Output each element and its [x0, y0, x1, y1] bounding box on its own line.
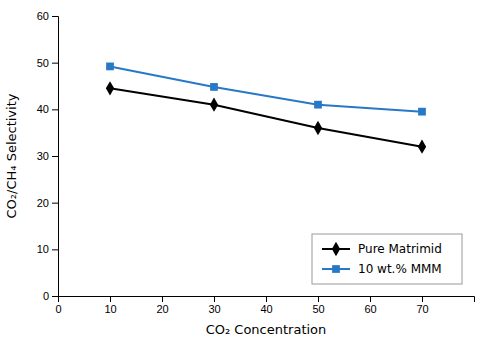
x-tick: 30 — [208, 296, 220, 315]
tick-label: 10 — [37, 243, 49, 255]
data-point — [210, 97, 218, 111]
x-tick: 40 — [260, 296, 272, 315]
x-axis: 0 10 20 30 40 50 60 70 — [55, 296, 474, 315]
data-point — [106, 63, 114, 71]
legend-item: 10 wt.% MMM — [322, 262, 442, 276]
legend-label: 10 wt.% MMM — [358, 262, 442, 276]
tick-label: 20 — [37, 197, 49, 209]
legend-marker — [332, 265, 340, 273]
legend-item: Pure Matrimid — [322, 242, 442, 256]
data-point — [418, 108, 426, 116]
tick-mark — [318, 296, 319, 302]
tick-mark — [214, 296, 215, 302]
legend-label: Pure Matrimid — [358, 242, 442, 256]
y-tick: 50 — [37, 57, 58, 69]
legend: Pure Matrimid 10 wt.% MMM — [312, 234, 462, 284]
tick-mark — [52, 109, 58, 110]
tick-label: 50 — [312, 303, 324, 315]
x-tick: 70 — [416, 296, 428, 315]
tick-label: 20 — [156, 303, 168, 315]
tick-mark — [266, 296, 267, 302]
tick-mark — [52, 296, 58, 297]
tick-label: 40 — [260, 303, 272, 315]
tick-label: 70 — [416, 303, 428, 315]
x-tick: 0 — [55, 296, 61, 315]
y-tick: 20 — [37, 197, 58, 209]
data-point — [418, 139, 426, 153]
tick-mark — [370, 296, 371, 302]
tick-mark — [52, 63, 58, 64]
tick-mark — [162, 296, 163, 302]
tick-mark — [422, 296, 423, 302]
data-point — [106, 81, 114, 95]
tick-label: 40 — [37, 103, 49, 115]
tick-label: 0 — [55, 303, 61, 315]
series-line — [110, 88, 422, 146]
legend-marker — [332, 242, 340, 256]
y-tick: 30 — [37, 150, 58, 162]
tick-label: 60 — [364, 303, 376, 315]
tick-mark — [52, 249, 58, 250]
tick-mark — [52, 156, 58, 157]
tick-mark — [52, 203, 58, 204]
x-tick: 10 — [104, 296, 116, 315]
y-tick: 40 — [37, 103, 58, 115]
tick-label: 60 — [37, 10, 49, 22]
data-point — [314, 101, 322, 109]
plot-area: 0 10 20 30 40 50 60 70 0 10 20 30 40 50 60 Pure Matrimi… — [37, 10, 475, 315]
data-point — [314, 121, 322, 135]
tick-mark — [52, 16, 58, 17]
data-point — [210, 83, 218, 91]
tick-label: 50 — [37, 57, 49, 69]
x-axis-label: CO₂ Concentration — [206, 322, 327, 337]
x-tick: 50 — [312, 296, 324, 315]
series-line — [110, 66, 422, 111]
tick-label: 30 — [37, 150, 49, 162]
y-axis: 0 10 20 30 40 50 60 — [37, 10, 59, 302]
y-tick: 60 — [37, 10, 58, 22]
axis-line — [52, 17, 59, 297]
chart: 0 10 20 30 40 50 60 70 0 10 20 30 40 50 60 Pure Matrimi… — [0, 0, 496, 342]
y-axis-label: CO₂/CH₄ Selectivity — [4, 93, 19, 218]
data-layer — [106, 63, 426, 154]
axis-line — [59, 297, 475, 303]
y-tick: 10 — [37, 243, 58, 255]
tick-label: 0 — [43, 290, 49, 302]
tick-label: 30 — [208, 303, 220, 315]
tick-label: 10 — [104, 303, 116, 315]
x-tick: 60 — [364, 296, 376, 315]
x-tick: 20 — [156, 296, 168, 315]
tick-mark — [110, 296, 111, 302]
y-tick: 0 — [43, 290, 58, 302]
legend-box — [312, 234, 462, 284]
